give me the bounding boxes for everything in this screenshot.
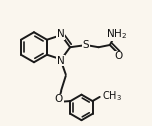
Text: N: N <box>57 29 64 39</box>
Text: S: S <box>83 40 89 50</box>
Text: NH$_2$: NH$_2$ <box>106 27 128 41</box>
Text: N: N <box>57 56 64 66</box>
Text: O: O <box>55 94 63 104</box>
Text: CH$_3$: CH$_3$ <box>102 89 122 103</box>
Text: O: O <box>115 51 123 61</box>
